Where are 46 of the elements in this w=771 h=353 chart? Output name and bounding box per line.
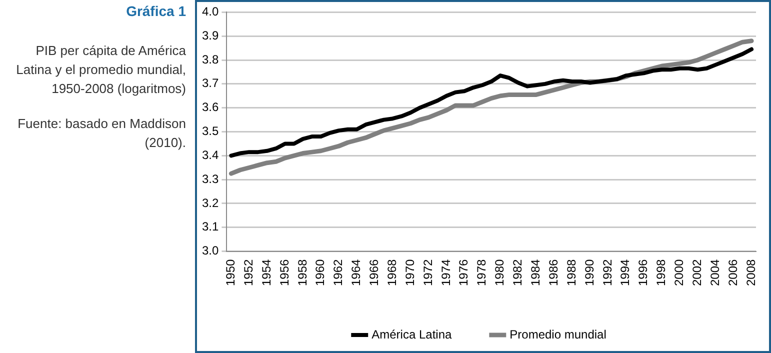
y-tick-label: 3.0 (202, 244, 219, 258)
y-tick-label: 3.9 (202, 28, 219, 42)
x-tick-label: 2006 (726, 258, 740, 286)
y-tick-label: 3.7 (202, 76, 219, 90)
x-tick-label: 1974 (438, 258, 453, 286)
y-tick-label: 3.5 (202, 124, 219, 138)
x-tick-label: 2004 (708, 258, 722, 286)
legend-label: Promedio mundial (510, 327, 606, 342)
x-tick-label: 1954 (259, 258, 274, 286)
x-tick-label: 1976 (456, 258, 471, 286)
chart-title: Gráfica 1 (125, 2, 186, 21)
x-tick-label: 1990 (582, 258, 596, 286)
x-tick-label: 1998 (654, 258, 668, 286)
y-tick-label: 3.2 (202, 196, 219, 210)
text: PIB per cápita de América Latina y el promedio mundial, 1950-2008 (logaritmos) (15, 42, 186, 98)
x-tick-label: 1956 (277, 258, 292, 286)
x-tick-label: 2008 (744, 258, 758, 286)
x-tick-label: 1980 (492, 258, 507, 286)
x-tick-label: 1968 (384, 258, 399, 286)
x-tick-label: 1958 (295, 258, 310, 286)
x-tick-label: 1986 (546, 258, 560, 286)
legend-label: América Latina (372, 327, 452, 342)
x-tick-label: 1960 (313, 258, 328, 286)
x-tick-label: 1978 (474, 258, 489, 286)
x-tick-label: 1952 (241, 258, 256, 286)
x-tick-label: 1996 (636, 258, 650, 286)
x-tick-label: 1964 (349, 258, 364, 286)
x-tick-label: 2000 (672, 258, 686, 286)
x-tick-label: 1950 (223, 258, 238, 286)
y-tick-label: 3.3 (202, 172, 219, 186)
x-tick-label: 2002 (690, 258, 704, 286)
x-tick-label: 1982 (510, 258, 525, 286)
y-tick-label: 3.4 (202, 148, 219, 162)
x-tick-label: 1994 (618, 258, 632, 286)
x-tick-label: 1984 (528, 258, 543, 286)
y-tick-label: 4.0 (202, 4, 219, 19)
source-note: Fuente: basado en Maddison (2010). (16, 115, 186, 152)
x-tick-label: 1970 (402, 258, 417, 286)
x-tick-label: 1966 (367, 258, 382, 286)
y-tick-label: 3.8 (202, 52, 219, 66)
y-tick-label: 3.1 (202, 220, 219, 234)
x-tick-label: 1962 (331, 258, 346, 286)
x-tick-label: 1992 (600, 258, 614, 286)
x-tick-label: 1988 (564, 258, 578, 286)
x-tick-label: 1972 (420, 258, 435, 286)
y-tick-label: 3.6 (202, 100, 219, 114)
